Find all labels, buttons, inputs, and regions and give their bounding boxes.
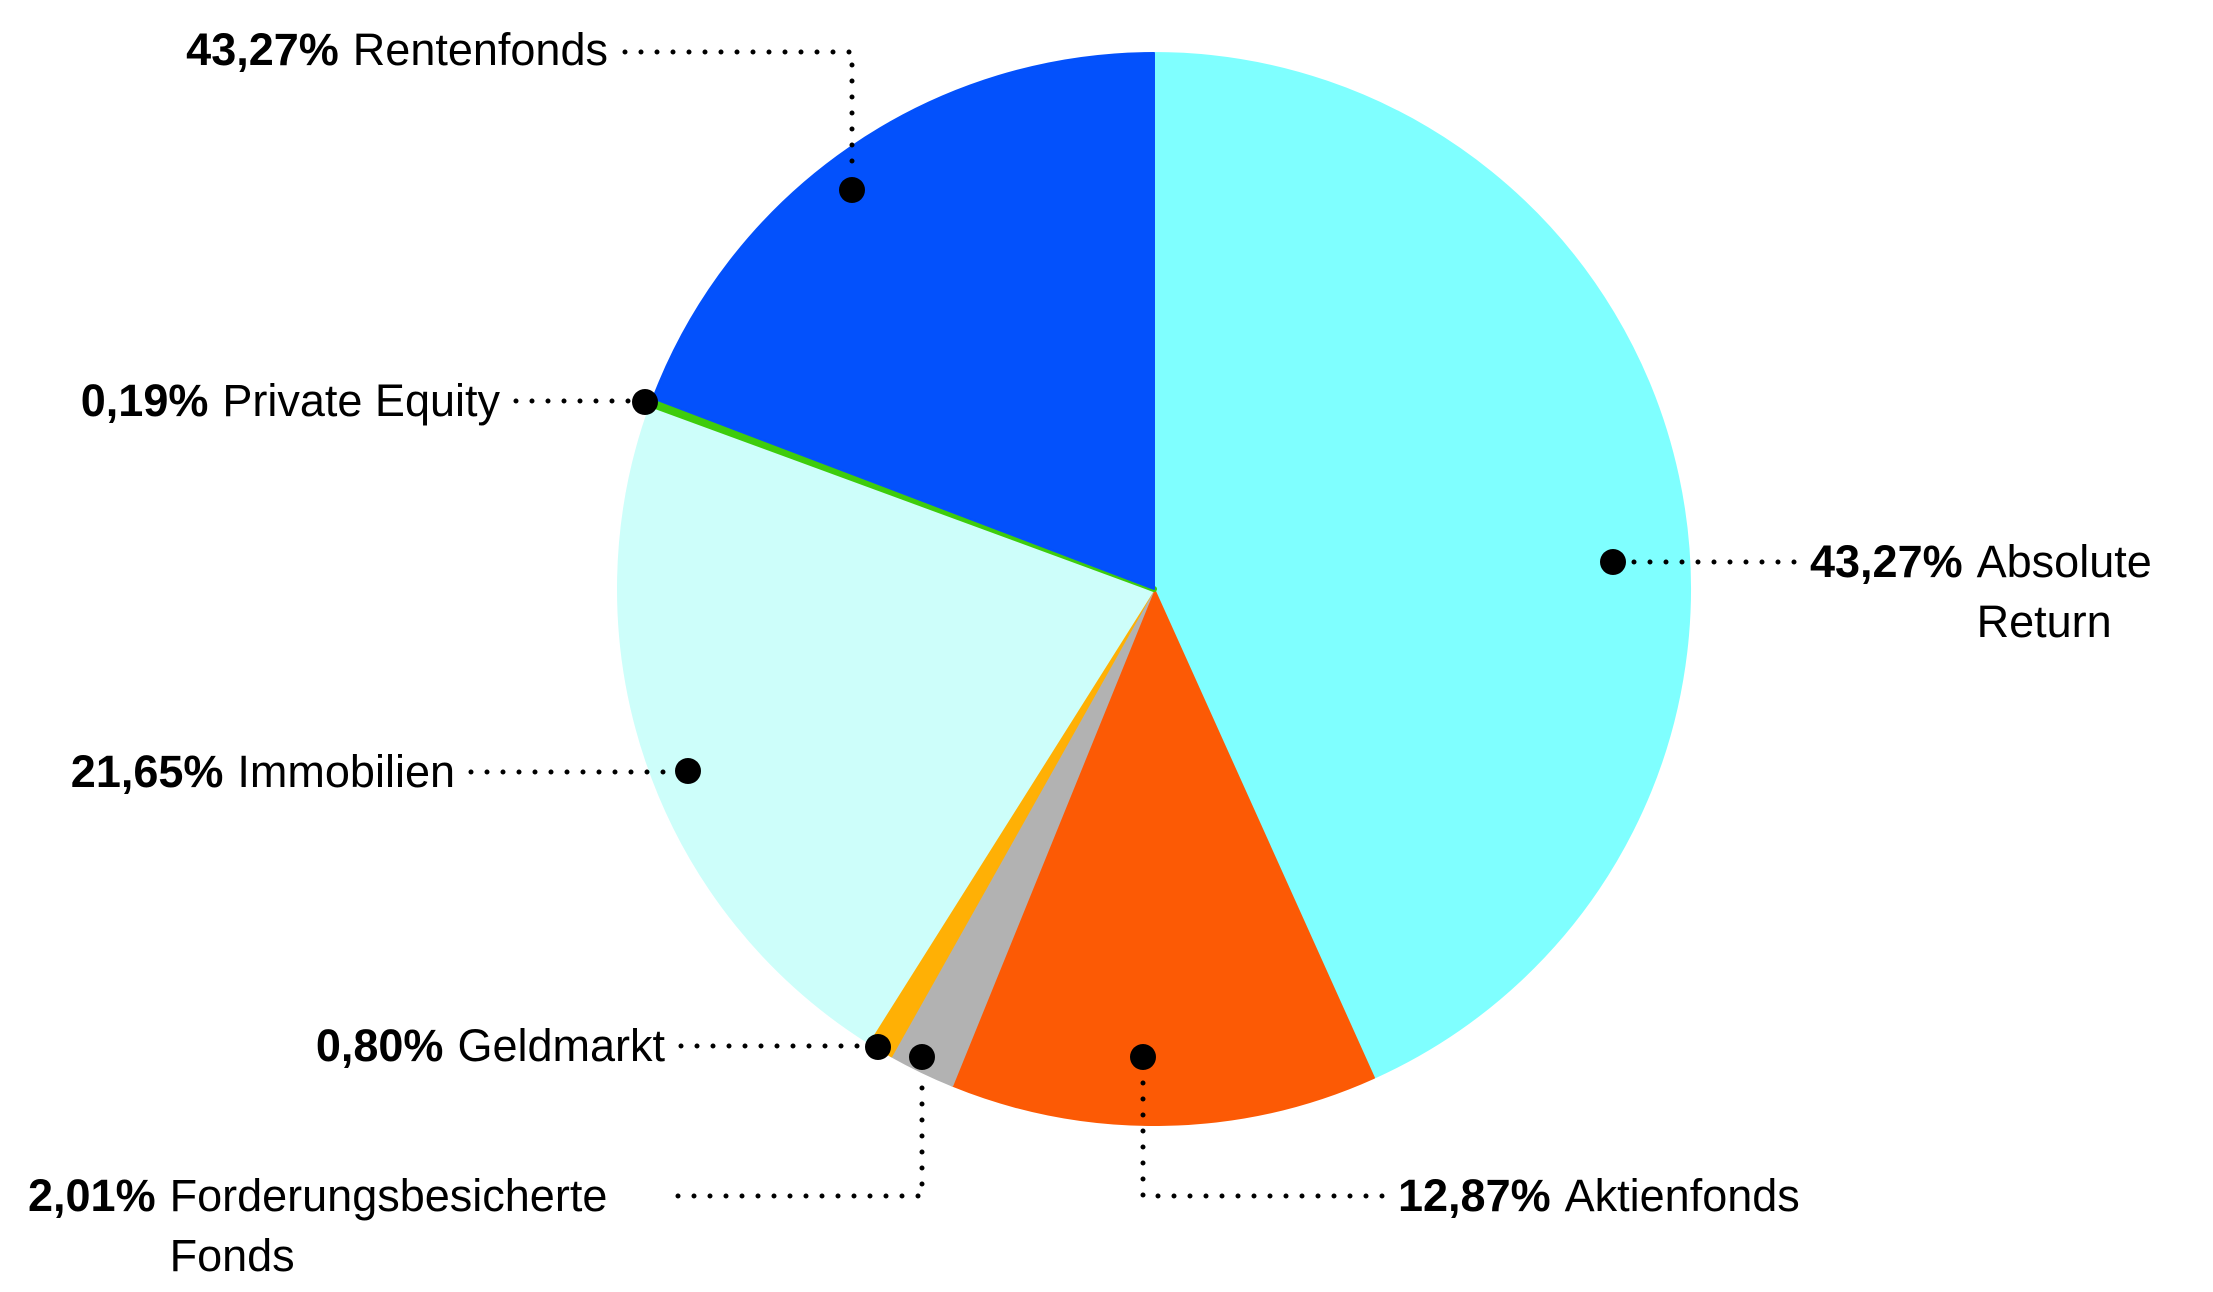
pie-slice-absolute-return [1153,52,1692,1079]
callout-label-geldmarkt: Geldmarkt [457,1020,665,1071]
callout-absolute-return: 43,27% Absolute Return [1810,532,2212,652]
leader-dot-aktienfonds [1130,1044,1156,1070]
callout-value-absolute-return: 43,27% [1810,536,1963,587]
callout-value-aktienfonds: 12,87% [1398,1170,1551,1221]
callout-value-rentenfonds: 43,27% [186,24,339,75]
callout-label-forderungsbesicherte-fonds: Forderungsbesicherte Fonds [169,1170,608,1281]
leader-dot-rentenfonds [839,177,865,203]
callout-label-rentenfonds: Rentenfonds [352,24,608,75]
callout-value-forderungsbesicherte-fonds: 2,01% [28,1170,156,1221]
pie-slice-immobilien [617,403,1155,1044]
leader-dot-absolute-return [1600,549,1626,575]
leader-line-aktienfonds [1140,1073,1385,1199]
leader-dot-geldmarkt [865,1034,891,1060]
callout-label-private-equity: Private Equity [222,375,500,426]
leader-line-rentenfonds [622,49,855,179]
callout-immobilien: 21,65% Immobilien [71,742,455,802]
leader-dot-private-equity [632,389,658,415]
callout-label-absolute-return: Absolute Return [1976,536,2152,647]
pie-slice-aktienfonds [951,588,1375,1127]
callout-label-aktienfonds: Aktienfonds [1564,1170,1800,1221]
leader-dot-immobilien [675,758,701,784]
callout-label-immobilien: Immobilien [237,746,455,797]
callout-private-equity: 0,19% Private Equity [81,371,500,431]
callout-forderungsbesicherte-fonds: 2,01% Forderungsbesicherte Fonds [28,1166,715,1286]
pie-slice-rentenfonds [652,52,1155,590]
leader-line-forderungsbesicherte-fonds [675,1073,925,1199]
callout-value-private-equity: 0,19% [80,375,209,426]
callout-aktienfonds: 12,87% Aktienfonds [1398,1166,1800,1226]
callout-rentenfonds: 43,27% Rentenfonds [186,20,608,80]
leader-dot-forderungsbesicherte-fonds [909,1044,935,1070]
callout-geldmarkt: 0,80% Geldmarkt [316,1016,665,1076]
callout-value-geldmarkt: 0,80% [315,1020,444,1071]
callout-value-immobilien: 21,65% [70,746,224,797]
